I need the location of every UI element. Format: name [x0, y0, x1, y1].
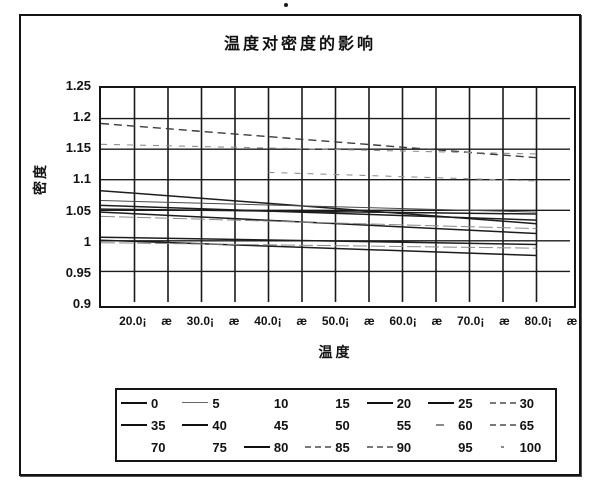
legend-label: 0 — [151, 395, 159, 411]
legend-label: 35 — [151, 417, 166, 433]
legend-entry: 65 — [489, 414, 551, 436]
x-tick-label: æ — [228, 314, 240, 328]
legend-entry: 50 — [305, 414, 366, 436]
legend-entry: 5 — [182, 392, 243, 414]
legend-entry: 35 — [121, 414, 182, 436]
legend-label: 40 — [212, 417, 227, 433]
legend-label: 100 — [519, 439, 542, 455]
legend-entry: 80 — [243, 436, 305, 458]
legend-entry: 90 — [366, 436, 428, 458]
legend-label: 10 — [273, 395, 289, 411]
x-tick-label: 20.0¡ — [119, 314, 147, 328]
legend-entry: 25 — [428, 392, 489, 414]
legend-label: 45 — [273, 417, 289, 433]
legend-label: 15 — [335, 395, 350, 411]
legend-label: 55 — [396, 417, 412, 433]
data-series-line — [101, 204, 537, 221]
x-tick-label: 40.0¡ — [254, 314, 282, 328]
data-series-line — [101, 239, 537, 257]
legend-entry: 10 — [244, 392, 305, 414]
legend-entry: 100 — [490, 436, 551, 458]
legend-label: 65 — [519, 417, 535, 433]
y-tick-label: 1.25 — [65, 78, 91, 93]
x-tick-label: 30.0¡ — [186, 314, 215, 328]
legend-entry: 85 — [305, 436, 366, 458]
data-series-line — [101, 208, 537, 215]
data-series-line — [101, 215, 537, 230]
legend-entry: 20 — [366, 392, 428, 414]
scan-artifact-dot — [284, 3, 288, 7]
chart-title: 温度对密度的影响 — [223, 36, 376, 53]
legend-entry: 0 — [121, 392, 182, 414]
y-tick-label: 1.2 — [72, 109, 91, 125]
data-series-line — [101, 236, 537, 246]
x-axis-title: 温度 — [318, 344, 353, 360]
x-tick-label: æ — [296, 314, 308, 328]
y-tick-label: 1.1 — [72, 171, 91, 187]
y-tick-label: 0.95 — [65, 264, 91, 280]
legend-label: 30 — [519, 395, 535, 411]
data-series-line — [101, 122, 537, 159]
legend-label: 90 — [396, 439, 412, 455]
x-tick-label: 50.0¡ — [321, 314, 350, 328]
legend-entry: 95 — [428, 436, 489, 458]
legend-entry: 40 — [182, 414, 243, 436]
data-series-line — [101, 242, 537, 249]
x-tick-label: 70.0¡ — [456, 314, 485, 328]
plot-area — [99, 86, 576, 308]
chart-frame: 温度对密度的影响 密度 1.25 1.2 1.15 1.1 1.05 1 0.95 0.9 2… — [19, 14, 581, 476]
legend-entry: 55 — [367, 414, 428, 436]
legend-label: 95 — [458, 439, 473, 455]
grid-and-series-svg — [101, 88, 570, 302]
x-tick-label: 60.0¡ — [389, 314, 417, 328]
legend-entry: 70 — [121, 436, 182, 458]
x-tick-label: æ — [566, 314, 578, 328]
legend-label: 20 — [396, 395, 412, 411]
legend-label: 75 — [212, 439, 227, 455]
legend-entry: 75 — [182, 436, 243, 458]
legend-label: 85 — [335, 439, 350, 455]
legend-entry: 30 — [489, 392, 551, 414]
data-series-line — [268, 171, 537, 182]
legend-box: 0 5 10 15 20 25 30 35 40 45 50 55 60 65 70 75 80 85 90 95 10… — [115, 388, 557, 462]
x-tick-label: 80.0¡ — [524, 314, 552, 328]
legend-entry: 15 — [305, 392, 366, 414]
x-tick-label: æ — [161, 314, 172, 328]
legend-label: 70 — [151, 439, 166, 455]
x-tick-label: æ — [431, 314, 443, 328]
x-tick-label: æ — [499, 314, 510, 328]
legend-entry: 45 — [244, 414, 305, 436]
legend-label: 5 — [212, 395, 220, 411]
y-tick-label: 1.05 — [65, 202, 91, 218]
legend-label: 60 — [458, 417, 473, 433]
data-series-line — [101, 200, 537, 213]
legend-label: 80 — [273, 439, 289, 455]
y-tick-label: 1 — [83, 233, 91, 249]
y-tick-label: 1.15 — [65, 140, 91, 156]
legend-label: 50 — [335, 417, 350, 433]
legend-entry: 60 — [428, 414, 489, 436]
legend-label: 25 — [458, 395, 473, 411]
x-tick-label: æ — [363, 314, 375, 328]
y-tick-label: 0.9 — [72, 296, 91, 311]
